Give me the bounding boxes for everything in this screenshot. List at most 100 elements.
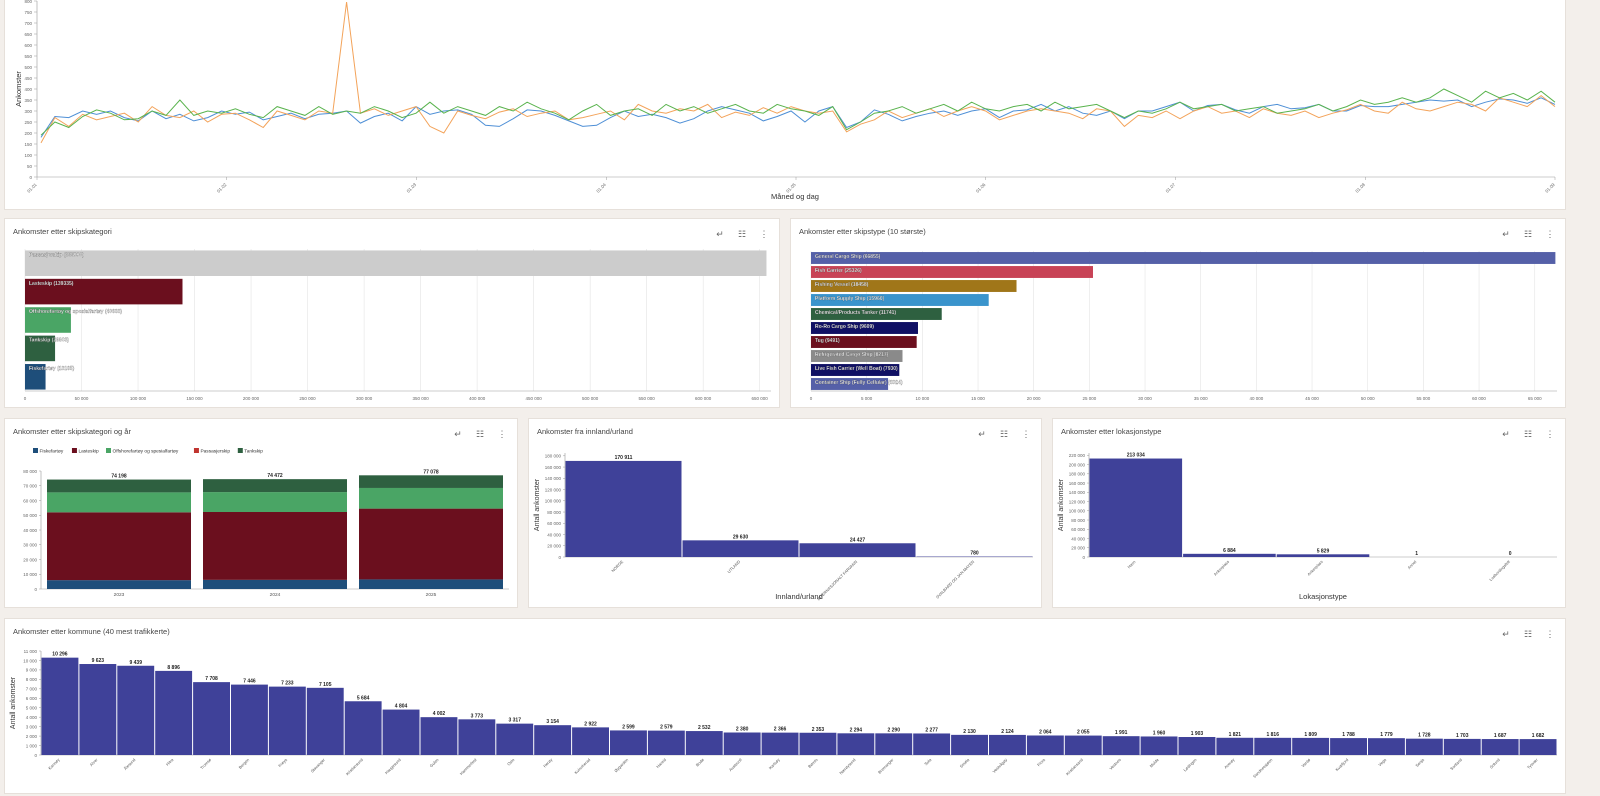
y-tick-label: 0: [34, 753, 37, 758]
y-tick-label: 30 000: [23, 543, 37, 548]
x-tick-label: 10 000: [915, 396, 929, 401]
x-tick-label: 20 000: [1027, 396, 1041, 401]
value-label: 2 064: [1039, 729, 1052, 735]
y-tick-label: 100: [24, 153, 32, 158]
y-tick-label: 120 000: [1069, 499, 1086, 504]
x-tick-label: Sandnessjøen: [1252, 757, 1274, 779]
bar: [723, 732, 761, 755]
skipstype-chart: 0 5 000 10 000 15 000 20 000 25 000 30 000 35 0…: [810, 251, 1557, 401]
x-tick-label: Molde: [1149, 757, 1161, 769]
value-label: 1: [1415, 551, 1418, 557]
y-tick-label: 70 000: [23, 484, 37, 489]
bar: [682, 540, 799, 557]
drill-up-icon[interactable]: ↵: [1502, 429, 1510, 439]
more-options-icon[interactable]: ⋮: [1545, 629, 1555, 639]
x-tick-label: 350 000: [412, 396, 429, 401]
innland-panel: Ankomster fra innland/urland ↵ ☷ ⋮ 0 20 0…: [528, 418, 1042, 608]
drill-up-icon[interactable]: ↵: [978, 429, 986, 439]
bar: [565, 460, 682, 557]
value-label: 0: [1509, 551, 1512, 557]
x-tick-label: Kvæfjord: [1334, 757, 1349, 772]
panel-toolbar: ↵ ☷ ⋮: [715, 229, 769, 239]
list-icon[interactable]: ☷: [999, 429, 1009, 439]
value-label: 7 105: [319, 682, 332, 688]
more-options-icon[interactable]: ⋮: [1545, 429, 1555, 439]
list-icon[interactable]: ☷: [1523, 229, 1533, 239]
bar: [811, 308, 942, 320]
x-tick-label: Herøy: [542, 757, 553, 768]
series-line-0: [40, 97, 1556, 138]
y-tick-label: 5 000: [26, 706, 38, 711]
y-axis-label: Ankomster: [14, 71, 23, 107]
x-tick-label: Stavanger: [310, 757, 327, 774]
list-icon[interactable]: ☷: [475, 429, 485, 439]
bar-label: Chemical/Products Tanker (11741): [815, 310, 896, 316]
legend-label: Passasjerskip: [200, 449, 230, 455]
kommune-panel: Ankomster etter kommune (40 mest trafikk…: [4, 618, 1566, 794]
more-options-icon[interactable]: ⋮: [1545, 229, 1555, 239]
y-tick-label: 800: [24, 0, 32, 4]
value-label: 2 579: [660, 725, 673, 731]
innland-chart: 0 20 000 40 000 60 000 80 000 100 000 120 000 1…: [534, 453, 1033, 601]
value-label: 10 296: [52, 652, 68, 658]
more-options-icon[interactable]: ⋮: [497, 429, 507, 439]
more-options-icon[interactable]: ⋮: [759, 229, 769, 239]
kategori-aar-chart: Fiskefartøy Lasteskip Offshorefartøy og sp…: [23, 448, 509, 598]
bar-label: Container Ship (Fully Cellular) (6924): [815, 380, 903, 386]
drill-up-icon[interactable]: ↵: [1502, 229, 1510, 239]
value-label: 2 599: [622, 724, 635, 730]
y-tick-label: 6 000: [26, 696, 38, 701]
x-tick-label: Austevoll: [728, 757, 743, 772]
y-tick-label: 0: [34, 587, 37, 592]
value-label: 3 317: [508, 718, 521, 724]
x-tick-label: Sortland: [1449, 757, 1463, 771]
bar-label: Fish Carrier (25326): [815, 268, 862, 274]
y-tick-label: 20 000: [23, 557, 37, 562]
drill-up-icon[interactable]: ↵: [1502, 629, 1510, 639]
bar-label: Fishing Vessel (18458): [815, 282, 869, 288]
y-tick-label: 2 000: [26, 734, 38, 739]
y-tick-label: 10 000: [23, 572, 37, 577]
x-tick-label: 500 000: [582, 396, 599, 401]
x-tick-label: Ankerplass: [1306, 559, 1324, 577]
x-tick-label: 60 000: [1472, 396, 1486, 401]
bar-label: Fiskefartøy (18185): [29, 366, 75, 372]
bar: [306, 687, 344, 755]
y-tick-label: 50 000: [23, 513, 37, 518]
bar: [1330, 738, 1367, 755]
x-tick-label: Smøla: [959, 757, 971, 769]
drill-up-icon[interactable]: ↵: [454, 429, 462, 439]
y-tick-label: 7 000: [26, 687, 38, 692]
drill-up-icon[interactable]: ↵: [716, 229, 724, 239]
x-tick-label: 55 000: [1417, 396, 1431, 401]
total-label: 74 198: [111, 474, 127, 480]
value-label: 1 687: [1494, 733, 1507, 739]
bar: [25, 250, 767, 276]
stack-segment: [203, 512, 347, 580]
value-label: 1 779: [1380, 732, 1393, 738]
bar: [1216, 737, 1254, 755]
bar-label: Tug (9491): [815, 338, 840, 344]
more-options-icon[interactable]: ⋮: [1021, 429, 1031, 439]
bar: [811, 336, 917, 348]
x-tick-label: Lødingen: [1182, 757, 1197, 772]
list-icon[interactable]: ☷: [1523, 629, 1533, 639]
list-icon[interactable]: ☷: [1523, 429, 1533, 439]
value-label: 2 353: [812, 727, 825, 733]
legend-label: Tankskip: [244, 449, 263, 455]
stack-segment: [203, 479, 347, 493]
panel-toolbar: ↵ ☷ ⋮: [1501, 229, 1555, 239]
value-label: 1 991: [1115, 730, 1128, 736]
x-tick-label: Senja: [1414, 757, 1425, 768]
x-tick-label: 0: [24, 396, 27, 401]
bar: [1064, 735, 1102, 755]
x-tick-label: 550 000: [639, 396, 656, 401]
x-tick-label: Losbordingsfelt: [1488, 559, 1511, 582]
stack-segment: [359, 508, 503, 580]
value-label: 1 809: [1304, 732, 1317, 738]
panel-title: Ankomster etter skipstype (10 største): [799, 227, 926, 236]
timeseries-chart: 0 50 100 150 200 250 300 350 400 450 500 550 600 650 7…: [14, 0, 1556, 201]
list-icon[interactable]: ☷: [737, 229, 747, 239]
value-label: 1 728: [1418, 733, 1431, 739]
x-tick-label: Hareid: [655, 757, 667, 769]
